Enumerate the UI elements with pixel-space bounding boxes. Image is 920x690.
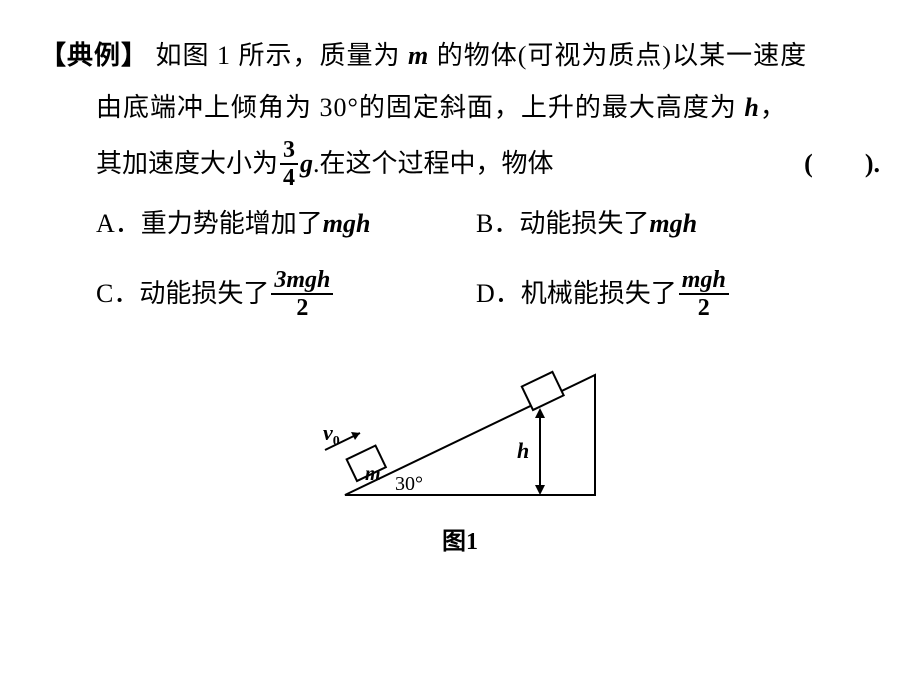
height-indicator: [535, 408, 545, 495]
option-c-label: C．: [96, 268, 139, 320]
option-a-label: A．: [96, 198, 141, 250]
option-d-num: mgh: [679, 268, 729, 295]
option-c-fraction: 3mgh 2: [271, 268, 333, 320]
option-b-expr: mgh: [649, 198, 697, 250]
figure-caption: 图1: [442, 521, 478, 556]
option-a-text: 重力势能增加了: [141, 198, 323, 250]
answer-blank: ( ).: [804, 138, 880, 190]
angle-label: 30°: [395, 473, 423, 495]
v0-label: v0: [323, 420, 340, 449]
frac-den: 4: [280, 165, 298, 190]
text-2: 由底端冲上倾角为 30°的固定斜面，上升的最大高度为: [96, 93, 744, 122]
option-c-num: 3mgh: [271, 268, 333, 295]
text-3a: 其加速度大小为: [96, 138, 278, 190]
option-a: A． 重力势能增加了 mgh: [96, 198, 476, 250]
option-b-text: 动能损失了: [519, 198, 649, 250]
text-3b: .在这个过程中，物体: [313, 138, 554, 190]
option-d-den: 2: [695, 295, 713, 320]
problem-line-1: 【典例】 如图 1 所示，质量为 m 的物体(可视为质点)以某一速度: [40, 30, 880, 82]
text-1a: 如图 1 所示，质量为: [148, 41, 408, 70]
problem-line-2: 由底端冲上倾角为 30°的固定斜面，上升的最大高度为 h，: [40, 82, 880, 134]
mass-label: m: [365, 463, 381, 485]
option-d-label: D．: [476, 268, 521, 320]
height-symbol: h: [744, 93, 759, 122]
h-label: h: [517, 438, 529, 463]
problem-container: 【典例】 如图 1 所示，质量为 m 的物体(可视为质点)以某一速度 由底端冲上…: [40, 30, 880, 556]
g-symbol: g: [300, 138, 313, 190]
text-2-end: ，: [760, 93, 787, 122]
option-c: C． 动能损失了 3mgh 2: [96, 268, 476, 320]
frac-num: 3: [280, 138, 298, 165]
option-d: D． 机械能损失了 mgh 2: [476, 268, 731, 320]
options-row-2: C． 动能损失了 3mgh 2 D． 机械能损失了 mgh 2: [40, 268, 880, 320]
option-c-text: 动能损失了: [139, 268, 269, 320]
text-1b: 的物体(可视为质点)以某一速度: [429, 41, 807, 70]
option-d-text: 机械能损失了: [521, 268, 677, 320]
option-d-fraction: mgh 2: [679, 268, 729, 320]
mass-symbol: m: [408, 41, 429, 70]
option-b: B． 动能损失了 mgh: [476, 198, 697, 250]
options-row-1: A． 重力势能增加了 mgh B． 动能损失了 mgh: [40, 198, 880, 250]
option-b-label: B．: [476, 198, 519, 250]
example-header: 【典例】: [40, 41, 148, 70]
option-a-expr: mgh: [323, 198, 371, 250]
figure-area: 30° m v0 h 图1: [40, 340, 880, 556]
incline-diagram: 30° m v0 h: [295, 340, 625, 515]
option-c-den: 2: [293, 295, 311, 320]
problem-line-3: 其加速度大小为 3 4 g.在这个过程中，物体 ( ).: [40, 138, 880, 190]
fraction-3-4: 3 4: [280, 138, 298, 190]
